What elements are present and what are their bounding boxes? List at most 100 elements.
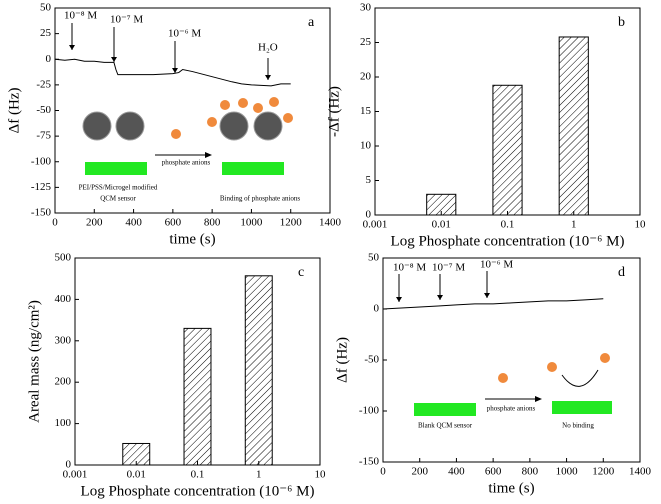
y-tick-label: 200 bbox=[55, 376, 72, 388]
bar bbox=[122, 442, 151, 466]
y-tick-label: 50 bbox=[368, 252, 380, 264]
x-tick-label: 1000 bbox=[556, 466, 579, 478]
arrow-head bbox=[172, 68, 178, 73]
x-tick-label: 10 bbox=[635, 219, 647, 231]
y-tick-label: -100 bbox=[359, 405, 380, 417]
y-tick-label: 400 bbox=[55, 293, 72, 305]
y-tick-label: 15 bbox=[360, 105, 372, 117]
y-tick-label: 25 bbox=[360, 36, 372, 48]
x-tick-label: 200 bbox=[86, 217, 103, 229]
anion bbox=[253, 103, 263, 113]
x-tick-label: 0.001 bbox=[63, 469, 88, 481]
anion bbox=[207, 117, 217, 127]
x-tick-label: 1 bbox=[256, 469, 262, 481]
arrow-head bbox=[265, 75, 271, 80]
y-axis-label: Δf (Hz) bbox=[334, 337, 350, 383]
annotation: 10⁻⁸ M bbox=[393, 262, 426, 274]
annotation: 10⁻⁸ M bbox=[64, 10, 97, 22]
sensor bbox=[85, 162, 147, 175]
y-tick-label: -150 bbox=[359, 456, 380, 468]
x-tick-label: 600 bbox=[485, 466, 502, 478]
arrow-head bbox=[205, 152, 212, 158]
x-tick-label: 1000 bbox=[240, 217, 263, 229]
x-tick-label: 0.1 bbox=[501, 219, 515, 231]
y-tick-label: 10 bbox=[360, 140, 372, 152]
bar bbox=[426, 193, 457, 216]
inset-text: Blank QCM sensor bbox=[418, 422, 473, 430]
inset-text: phosphate anions bbox=[162, 159, 211, 167]
bar bbox=[183, 327, 212, 466]
microgel bbox=[253, 111, 283, 141]
y-tick-label: 0 bbox=[46, 53, 52, 65]
arrow-head bbox=[484, 293, 490, 298]
x-tick-label: 0 bbox=[52, 217, 58, 229]
inset-text: phosphate anions bbox=[487, 405, 536, 413]
x-axis-label: Log Phosphate concentration (10⁻⁶ M) bbox=[81, 483, 315, 499]
y-tick-label: 20 bbox=[360, 71, 372, 83]
sensor bbox=[414, 403, 476, 416]
line bbox=[382, 298, 604, 310]
anion bbox=[171, 129, 181, 139]
x-tick-label: 800 bbox=[204, 217, 221, 229]
panel-label: c bbox=[298, 265, 304, 280]
sensor bbox=[552, 401, 612, 414]
panel-label: b bbox=[618, 15, 625, 30]
inset-text: No binding bbox=[562, 422, 594, 430]
x-tick-label: 1400 bbox=[629, 466, 652, 478]
annotation: 10⁻⁷ M bbox=[110, 14, 143, 26]
y-tick-label: -75 bbox=[36, 130, 51, 142]
x-tick-label: 1200 bbox=[592, 466, 615, 478]
bar bbox=[244, 275, 273, 466]
anion bbox=[269, 97, 279, 107]
y-axis-label: Areal mass (ng/cm²) bbox=[26, 300, 42, 423]
anion bbox=[600, 353, 610, 363]
x-tick-label: 1200 bbox=[280, 217, 303, 229]
x-tick-label: 0 bbox=[380, 466, 386, 478]
inset-text: Binding of phosphate anions bbox=[220, 195, 301, 203]
x-axis-label: Log Phosphate concentration (10⁻⁶ M) bbox=[391, 233, 625, 249]
y-tick-label: 5 bbox=[366, 174, 372, 186]
x-tick-label: 10 bbox=[315, 469, 327, 481]
y-tick-label: 0 bbox=[366, 209, 372, 221]
y-tick-label: 100 bbox=[55, 417, 72, 429]
bar bbox=[492, 84, 523, 216]
inset-text: QCM sensor bbox=[100, 195, 136, 203]
x-tick-label: 0.1 bbox=[191, 469, 205, 481]
panel-label: a bbox=[308, 15, 315, 30]
y-tick-label: 0 bbox=[66, 459, 72, 471]
panel-label: d bbox=[618, 265, 625, 280]
y-tick-label: 50 bbox=[40, 2, 52, 14]
microgel bbox=[82, 111, 112, 141]
y-tick-label: -50 bbox=[36, 104, 51, 116]
annotation: 10⁻⁶ M bbox=[168, 28, 201, 40]
anion bbox=[498, 373, 508, 383]
line bbox=[54, 58, 291, 87]
anion bbox=[283, 113, 293, 123]
annotation: H₂O bbox=[258, 42, 278, 54]
bar bbox=[558, 36, 589, 216]
annotation: 10⁻⁷ M bbox=[432, 262, 465, 274]
x-tick-label: 1400 bbox=[319, 217, 342, 229]
arrow-head bbox=[437, 295, 443, 300]
x-tick-label: 400 bbox=[125, 217, 142, 229]
arrow-head bbox=[69, 45, 75, 50]
arrow-head bbox=[535, 396, 542, 402]
x-tick-label: 0.001 bbox=[363, 219, 388, 231]
anion bbox=[238, 98, 248, 108]
y-tick-label: -100 bbox=[31, 155, 52, 167]
x-axis-label: time (s) bbox=[169, 231, 215, 247]
x-tick-label: 1 bbox=[571, 219, 577, 231]
x-tick-label: 0.01 bbox=[127, 469, 146, 481]
y-tick-label: 300 bbox=[55, 334, 72, 346]
anion bbox=[547, 362, 557, 372]
arrow bbox=[561, 369, 599, 387]
annotation: 10⁻⁶ M bbox=[480, 259, 513, 271]
microgel bbox=[115, 111, 145, 141]
y-tick-label: -125 bbox=[31, 181, 52, 193]
y-tick-label: 500 bbox=[55, 252, 72, 264]
x-axis-label: time (s) bbox=[488, 480, 534, 496]
anion bbox=[220, 100, 230, 110]
x-tick-label: 800 bbox=[522, 466, 539, 478]
y-tick-label: -50 bbox=[364, 354, 379, 366]
